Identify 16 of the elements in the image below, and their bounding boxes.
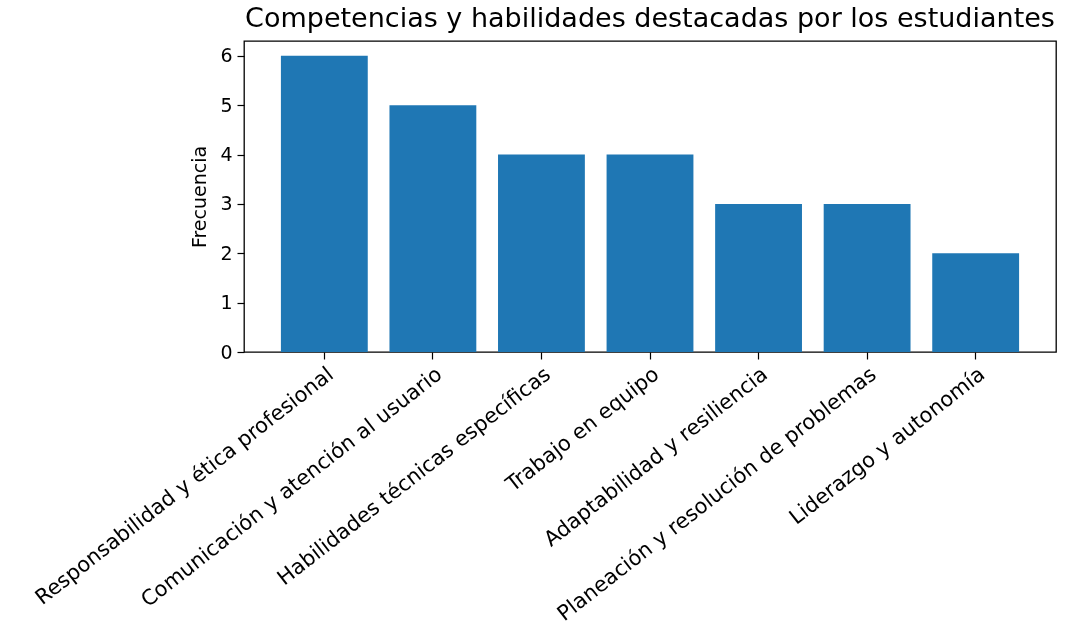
bar: [823, 203, 911, 352]
bar: [715, 203, 802, 352]
bar: [606, 154, 694, 352]
y-tick-label: 6: [220, 44, 233, 67]
bar: [280, 55, 368, 352]
y-tick-label: 1: [220, 291, 233, 314]
bar: [932, 253, 1020, 352]
y-tick-label: 5: [220, 93, 233, 116]
chart-title: Competencias y habilidades destacadas por los estudiantes: [245, 2, 1055, 33]
bar: [389, 105, 477, 352]
y-tick-label: 2: [220, 241, 233, 264]
y-tick-label: 0: [220, 340, 233, 363]
y-axis-title: Frecuencia: [188, 145, 211, 249]
y-tick-label: 4: [220, 143, 233, 166]
bar: [498, 154, 585, 352]
y-tick-label: 3: [220, 192, 233, 215]
